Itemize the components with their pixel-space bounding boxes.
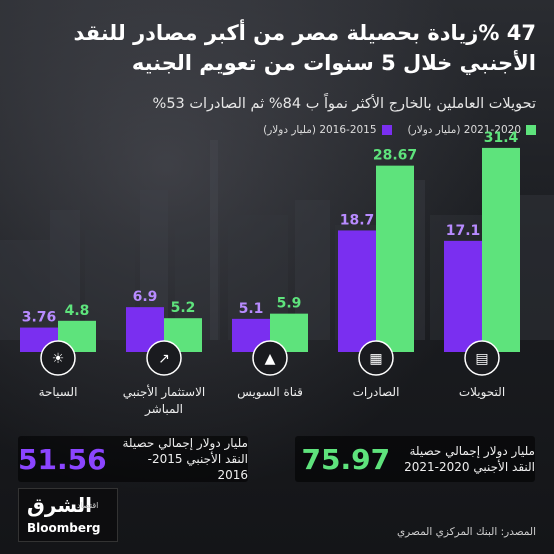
category-label-2-line-1: قناة السويس [237, 385, 303, 399]
money-icon-glyph: ▤ [475, 351, 488, 367]
bar-label-2021-1: 28.67 [373, 148, 417, 164]
legend-swatch-purple [381, 125, 392, 135]
bar-label-2016-4: 3.76 [22, 310, 57, 326]
bar-2016-0 [444, 240, 482, 352]
total-2016-line-1: مليار دولار إجمالي حصيلة [122, 436, 248, 450]
container-icon-glyph: ▦ [369, 351, 382, 367]
category-label-3: الاستثمار الأجنبي المباشر [114, 384, 214, 418]
total-2016-value: 51.56 [18, 442, 107, 476]
ship-icon [252, 340, 288, 376]
bar-2021-1 [376, 165, 414, 352]
asharq-bloomberg-logo: الشرق اقتصاد Bloomberg [18, 488, 118, 542]
bar-label-2021-4: 4.8 [65, 303, 90, 319]
bar-2016-1 [338, 230, 376, 352]
title-line-1: 47 %زيادة بحصيلة مصر من أكبر مصادر للنقد [73, 21, 536, 45]
page-subtitle: تحويلات العاملين بالخارج الأكثر نمواً ب … [152, 96, 536, 112]
total-box-2021: مليار دولار إجمالي حصيلة النقد الأجنبي 2… [295, 436, 535, 482]
logo-arabic-small: اقتصاد [77, 501, 99, 510]
total-2021-text: مليار دولار إجمالي حصيلة النقد الأجنبي 2… [404, 443, 535, 475]
category-label-1: الصادرات [326, 384, 426, 401]
title-line-2: الأجنبي خلال 5 سنوات من تعويم الجنيه [131, 51, 536, 75]
total-box-2016: مليار دولار إجمالي حصيلة النقد الأجنبي 2… [18, 436, 248, 482]
category-label-4-line-1: السياحة [38, 385, 78, 399]
category-label-0-line-1: التحويلات [458, 385, 506, 399]
bar-label-2021-0: 31.4 [484, 130, 519, 146]
chart-legend: 2021-2020 (مليار دولار) 2016-2015 (مليار… [263, 124, 536, 136]
legend-item-2021: 2021-2020 (مليار دولار) [408, 124, 536, 136]
ship-icon-glyph: ▲ [265, 351, 276, 367]
bar-label-2021-3: 5.2 [171, 300, 196, 316]
legend-label-2021: 2021-2020 (مليار دولار) [407, 124, 521, 136]
category-label-3-line-1: الاستثمار الأجنبي [122, 385, 206, 399]
growth-chart-icon [146, 340, 182, 376]
logo-english: Bloomberg [27, 521, 101, 535]
bar-label-2016-1: 18.7 [340, 212, 375, 228]
sun-sand-icon [40, 340, 76, 376]
logo-arabic: الشرق [27, 493, 93, 517]
bar-label-2016-2: 5.1 [239, 301, 264, 317]
legend-label-2016: 2016-2015 (مليار دولار) [263, 124, 377, 136]
bar-label-2021-2: 5.9 [277, 296, 302, 312]
legend-swatch-green [526, 125, 536, 135]
category-label-2: قناة السويس [220, 384, 320, 401]
bar-label-2016-0: 17.1 [446, 223, 481, 239]
total-2021-value: 75.97 [301, 442, 391, 476]
total-2016-text: مليار دولار إجمالي حصيلة النقد الأجنبي 2… [121, 435, 248, 483]
page-title: 47 %زيادة بحصيلة مصر من أكبر مصادر للنقد… [16, 18, 536, 78]
legend-item-2016: 2016-2015 (مليار دولار) [263, 124, 392, 136]
bar-label-2016-3: 6.9 [133, 289, 158, 305]
container-icon [358, 340, 394, 376]
sun-sand-icon-glyph: ☀ [52, 351, 65, 367]
category-label-0: التحويلات [432, 384, 532, 401]
total-2016-line-2: النقد الأجنبي 2015-2016 [147, 452, 248, 482]
category-label-1-line-1: الصادرات [352, 385, 400, 399]
total-2021-line-1: مليار دولار إجمالي حصيلة [409, 444, 535, 458]
source-note: المصدر: البنك المركزي المصري [396, 526, 536, 538]
bar-2021-0 [482, 147, 520, 352]
money-icon [464, 340, 500, 376]
category-label-4: السياحة [8, 384, 108, 401]
category-label-3-line-2: المباشر [145, 402, 183, 416]
growth-chart-icon-glyph: ↗ [158, 351, 170, 367]
total-2021-line-2: النقد الأجنبي 2020-2021 [404, 460, 535, 474]
